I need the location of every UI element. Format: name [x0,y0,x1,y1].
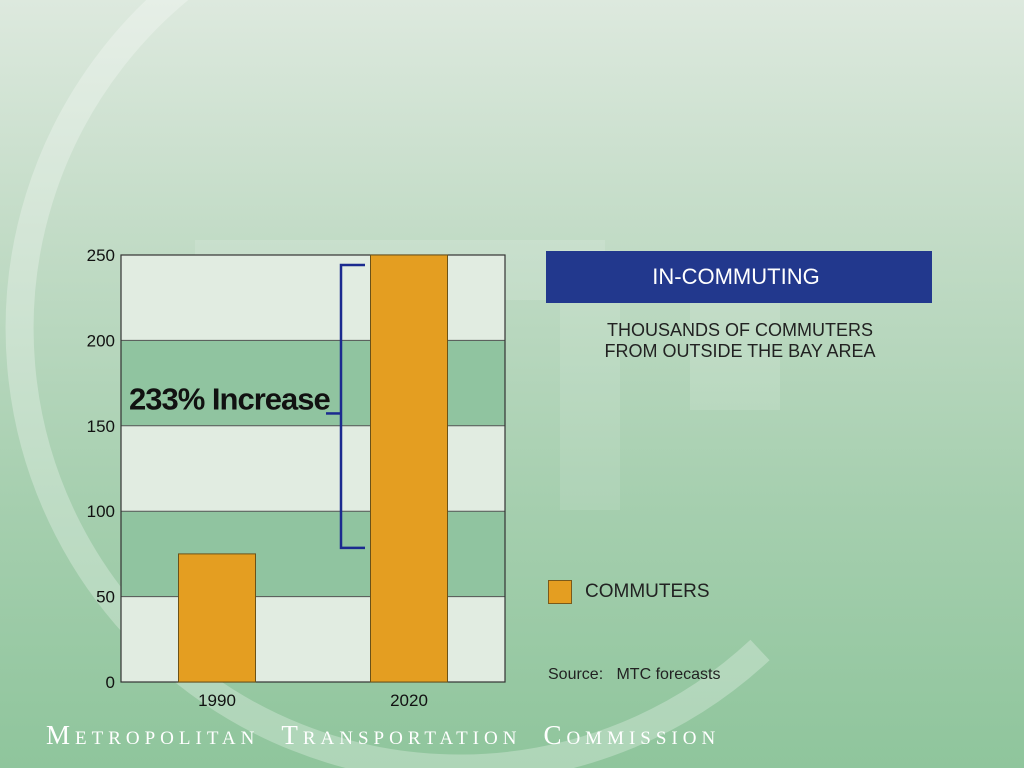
chart-legend: COMMUTERS [548,580,710,604]
footer-word-1: Metropolitan [46,719,260,750]
plot-frame [120,254,506,683]
bar-2020 [370,254,448,683]
footer-organization-name: Metropolitan Transportation Commission [46,712,986,758]
bar-1990 [178,553,256,683]
y-tick-label-1: 50 [96,588,115,607]
x-tick-label-2020: 2020 [390,691,428,710]
y-tick-label-3: 150 [87,417,115,436]
x-tick-label-1990: 1990 [198,691,236,710]
subtitle-line-1: THOUSANDS OF COMMUTERS [606,320,873,340]
y-tick-label-5: 250 [87,246,115,265]
y-tick-label-4: 200 [87,331,115,350]
chart-subtitle: THOUSANDS OF COMMUTERS FROM OUTSIDE THE … [560,320,920,362]
subtitle-line-2: FROM OUTSIDE THE BAY AREA [604,341,876,361]
chart-title-box: IN-COMMUTING [546,251,932,303]
footer-word-3: Commission [543,719,721,750]
y-tick-label-2: 100 [87,502,115,521]
footer-word-2: Transportation [281,719,522,750]
legend-label-commuters: COMMUTERS [585,581,710,602]
y-tick-label-0: 0 [106,673,115,692]
chart-title: IN-COMMUTING [652,264,820,289]
increase-bracket [339,263,365,550]
legend-swatch-commuters [548,580,572,604]
source-note: Source: MTC forecasts [548,666,721,683]
annotation-label: 233% Increase [129,381,330,416]
